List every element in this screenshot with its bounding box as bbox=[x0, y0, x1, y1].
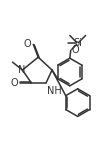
Text: O: O bbox=[72, 45, 79, 55]
Text: O: O bbox=[24, 39, 31, 49]
Text: O: O bbox=[11, 78, 18, 88]
Text: NH: NH bbox=[47, 86, 62, 96]
Text: N: N bbox=[18, 65, 25, 75]
Text: Si: Si bbox=[73, 38, 82, 48]
